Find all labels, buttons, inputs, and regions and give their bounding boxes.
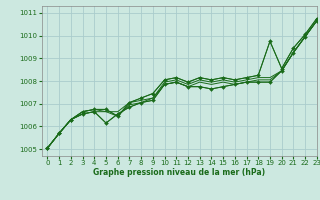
- X-axis label: Graphe pression niveau de la mer (hPa): Graphe pression niveau de la mer (hPa): [93, 168, 265, 177]
